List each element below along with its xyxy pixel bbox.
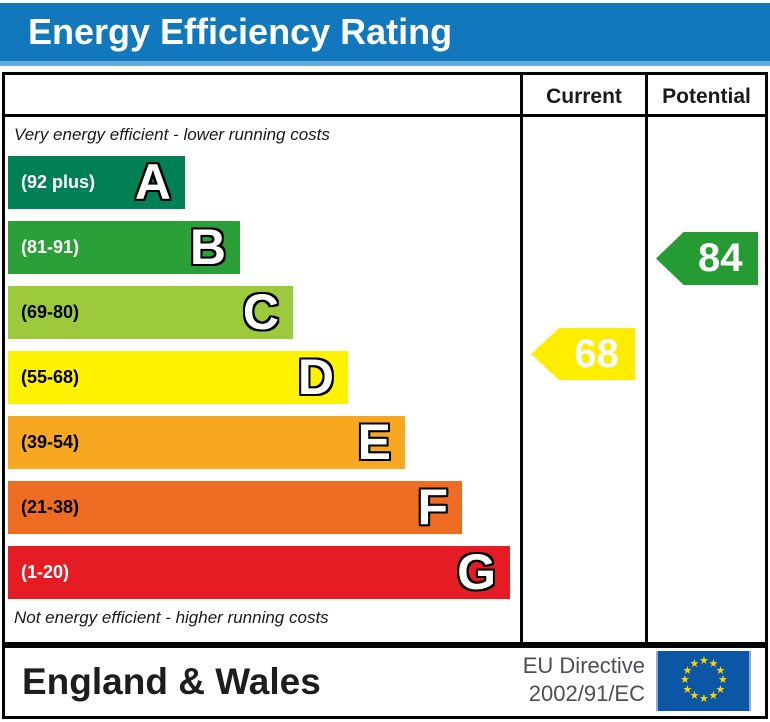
eu-star-icon: ★ bbox=[689, 657, 700, 670]
eu-star-icon: ★ bbox=[708, 657, 719, 670]
band-range-label: (92 plus) bbox=[21, 172, 96, 192]
potential-rating-value: 84 bbox=[698, 236, 743, 280]
eu-directive-line2: 2002/91/EC bbox=[528, 681, 645, 706]
eu-star-icon: ★ bbox=[699, 655, 709, 667]
band-range-label: (81-91) bbox=[21, 237, 80, 257]
eu-star-icon: ★ bbox=[680, 674, 690, 686]
band-range-label: (21-38) bbox=[21, 497, 80, 517]
eu-flag-icon: ★ ★ ★ ★ ★ ★ ★ ★ ★ ★ ★ ★ bbox=[656, 651, 751, 711]
band-range-label: (1-20) bbox=[21, 562, 70, 582]
eu-star-icon: ★ bbox=[689, 690, 700, 703]
eu-star-icon: ★ bbox=[682, 683, 693, 696]
eu-directive-label: EU Directive 2002/91/EC bbox=[440, 652, 645, 708]
band-a: (92 plus) A bbox=[8, 156, 185, 209]
band-g: (1-20) G bbox=[8, 546, 510, 599]
top-note: Very energy efficient - lower running co… bbox=[14, 125, 330, 144]
band-letter: A bbox=[134, 154, 171, 210]
eu-star-icon: ★ bbox=[699, 693, 709, 705]
band-d: (55-68) D bbox=[8, 351, 348, 404]
title-bar-accent-strip bbox=[0, 61, 770, 66]
band-letter: F bbox=[417, 479, 448, 535]
band-b: (81-91) B bbox=[8, 221, 240, 274]
header-row-divider bbox=[2, 114, 768, 117]
potential-column-header: Potential bbox=[662, 85, 751, 108]
band-range-label: (39-54) bbox=[21, 432, 80, 452]
band-letter: B bbox=[189, 219, 226, 275]
band-letter: C bbox=[242, 284, 279, 340]
bottom-note: Not energy efficient - higher running co… bbox=[14, 608, 329, 627]
eu-star-icon: ★ bbox=[718, 674, 728, 686]
band-f: (21-38) F bbox=[8, 481, 462, 534]
eu-directive-line1: EU Directive bbox=[522, 653, 645, 678]
footer-frame bbox=[2, 645, 768, 719]
current-rating-value: 68 bbox=[574, 331, 619, 376]
band-c: (69-80) C bbox=[8, 286, 293, 339]
region-label: England & Wales bbox=[22, 661, 321, 702]
title-bar: Energy Efficiency Rating bbox=[0, 3, 770, 61]
page-title: Energy Efficiency Rating bbox=[28, 11, 453, 52]
band-letter: G bbox=[457, 544, 496, 600]
eu-star-icon: ★ bbox=[715, 683, 726, 696]
band-letter: E bbox=[357, 414, 391, 470]
band-e: (39-54) E bbox=[8, 416, 405, 469]
band-letter: D bbox=[297, 349, 334, 405]
eu-star-icon: ★ bbox=[682, 664, 693, 677]
current-column-header: Current bbox=[546, 85, 622, 108]
column-divider-potential bbox=[645, 72, 648, 645]
column-divider-current bbox=[520, 72, 523, 645]
eu-star-icon: ★ bbox=[715, 664, 726, 677]
eu-star-icon: ★ bbox=[708, 690, 719, 703]
band-range-label: (55-68) bbox=[21, 367, 80, 387]
band-range-label: (69-80) bbox=[21, 302, 80, 322]
